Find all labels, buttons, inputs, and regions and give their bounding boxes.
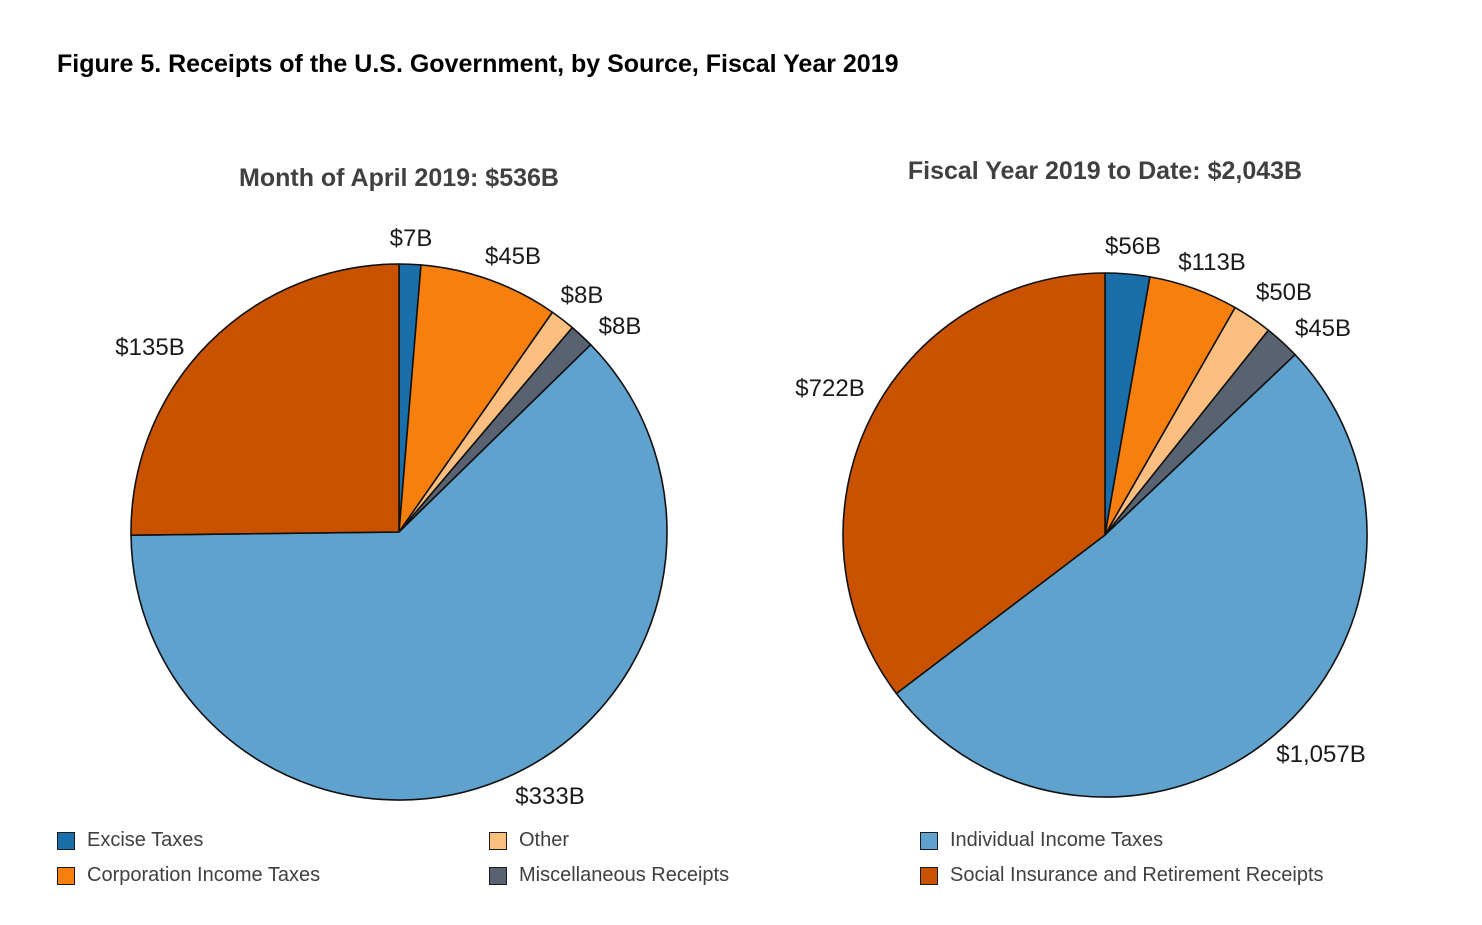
- data-label-individual-income-taxes: $333B: [515, 783, 584, 810]
- data-label-miscellaneous-receipts: $45B: [1295, 315, 1351, 342]
- data-label-miscellaneous-receipts: $8B: [599, 313, 642, 340]
- data-label-social-insurance-and-retirement-receipts: $722B: [795, 375, 864, 402]
- data-label-social-insurance-and-retirement-receipts: $135B: [115, 334, 184, 361]
- pie-slice-individual-income-taxes: [895, 353, 1368, 798]
- figure-title: Figure 5. Receipts of the U.S. Governmen…: [57, 50, 899, 78]
- pie-slice-corporation-income-taxes: [398, 264, 554, 533]
- pie-title-april: Month of April 2019: $536B: [239, 164, 559, 192]
- data-label-corporation-income-taxes: $45B: [485, 243, 541, 270]
- pie-slice-social-insurance-and-retirement-receipts: [130, 263, 400, 536]
- data-label-other: $50B: [1256, 279, 1312, 306]
- data-label-corporation-income-taxes: $113B: [1178, 249, 1246, 276]
- data-label-excise-taxes: $56B: [1105, 233, 1161, 260]
- pie-title-fytd: Fiscal Year 2019 to Date: $2,043B: [908, 157, 1302, 185]
- pie-slice-individual-income-taxes: [130, 343, 668, 801]
- pie-slice-social-insurance-and-retirement-receipts: [842, 272, 1106, 695]
- data-label-other: $8B: [561, 282, 604, 309]
- data-label-excise-taxes: $7B: [390, 225, 433, 252]
- data-label-individual-income-taxes: $1,057B: [1276, 741, 1365, 768]
- pie-april: $7B $45B $8B $8B $333B $135B: [115, 225, 668, 810]
- pie-fytd: $56B $113B $50B $45B $1,057B $722B: [795, 233, 1368, 798]
